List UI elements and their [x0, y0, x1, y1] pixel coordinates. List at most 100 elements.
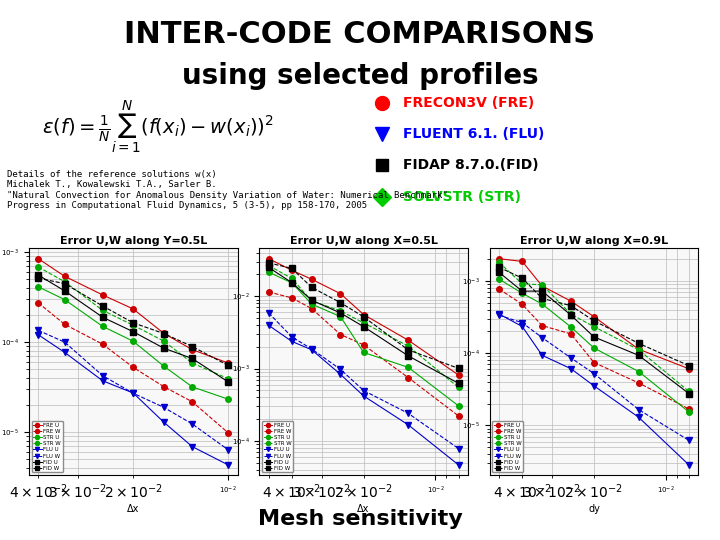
Line: FID W: FID W — [496, 265, 692, 368]
FID U — [634, 352, 643, 359]
FRE W — [538, 322, 546, 329]
FID U — [538, 288, 546, 294]
FRE W — [454, 413, 463, 419]
FRE W — [99, 341, 107, 347]
FRE U — [99, 292, 107, 298]
FLU U — [159, 419, 168, 426]
Text: SOLVSTR (STR): SOLVSTR (STR) — [403, 190, 521, 204]
FID W — [60, 280, 69, 287]
FLU U — [224, 462, 233, 468]
FID U — [495, 269, 503, 275]
FRE U — [404, 337, 413, 343]
STR U — [404, 364, 413, 370]
FLU W — [34, 327, 42, 334]
FID U — [404, 353, 413, 359]
FRE U — [359, 311, 368, 318]
FID U — [567, 312, 575, 318]
FID U — [159, 345, 168, 352]
STR W — [359, 320, 368, 326]
FLU W — [495, 312, 503, 319]
Text: FRECON3V (FRE): FRECON3V (FRE) — [403, 96, 534, 110]
Text: $\varepsilon(f)=\frac{1}{N}\sum_{i=1}^{N}\left(f(x_i)-w(x_i)\right)^2$: $\varepsilon(f)=\frac{1}{N}\sum_{i=1}^{N… — [42, 98, 274, 156]
FLU W — [336, 366, 345, 373]
Line: FID W: FID W — [266, 260, 462, 371]
Line: FRE W: FRE W — [35, 300, 231, 436]
STR U — [307, 301, 316, 307]
Line: FID U: FID U — [35, 272, 231, 384]
X-axis label: Δx: Δx — [127, 504, 140, 514]
FRE U — [454, 372, 463, 379]
FID W — [99, 303, 107, 309]
FRE U — [336, 291, 345, 297]
FID W — [34, 275, 42, 281]
Line: FID W: FID W — [35, 275, 231, 368]
FRE W — [159, 383, 168, 390]
STR U — [518, 290, 526, 296]
Line: STR U: STR U — [266, 269, 462, 409]
STR W — [129, 322, 138, 328]
FLU U — [34, 332, 42, 338]
FID U — [99, 314, 107, 320]
STR U — [34, 284, 42, 290]
FRE U — [60, 273, 69, 280]
Text: Details of the reference solutions w(x)
Michalek T., Kowalewski T.A., Sarler B.
: Details of the reference solutions w(x) … — [7, 170, 448, 210]
FLU W — [567, 355, 575, 361]
STR U — [129, 338, 138, 345]
Line: FRE U: FRE U — [35, 256, 231, 366]
X-axis label: dy: dy — [588, 504, 600, 514]
FLU U — [518, 323, 526, 330]
FID W — [518, 275, 526, 281]
FID U — [454, 380, 463, 387]
Line: FLU W: FLU W — [265, 309, 462, 452]
STR U — [224, 396, 233, 402]
STR U — [538, 301, 546, 307]
FRE U — [518, 258, 526, 265]
FID W — [287, 265, 296, 272]
FLU W — [685, 437, 693, 443]
STR W — [518, 280, 526, 287]
STR W — [264, 262, 273, 269]
FRE U — [590, 314, 598, 320]
FRE U — [567, 298, 575, 305]
FRE U — [34, 255, 42, 262]
FRE U — [188, 346, 197, 353]
FRE W — [287, 295, 296, 301]
STR W — [159, 338, 168, 345]
FRE U — [538, 283, 546, 289]
FLU U — [287, 338, 296, 345]
FLU W — [224, 447, 233, 453]
STR U — [590, 345, 598, 351]
FLU W — [159, 404, 168, 410]
FID U — [264, 264, 273, 271]
FLU W — [590, 370, 598, 377]
FLU W — [287, 334, 296, 340]
STR W — [495, 259, 503, 266]
FRE W — [34, 300, 42, 306]
FLU U — [634, 414, 643, 421]
FID W — [264, 260, 273, 266]
FLU U — [188, 443, 197, 450]
FRE U — [224, 360, 233, 366]
FLU U — [495, 311, 503, 318]
FRE U — [634, 346, 643, 353]
Line: STR W: STR W — [35, 264, 231, 381]
FLU U — [60, 349, 69, 356]
STR W — [336, 308, 345, 314]
FLU W — [634, 406, 643, 413]
FRE W — [634, 380, 643, 386]
FID U — [336, 310, 345, 316]
Text: INTER-CODE COMPARISONS: INTER-CODE COMPARISONS — [125, 19, 595, 49]
STR W — [34, 264, 42, 270]
Legend: FRE U, FRE W, STR U, STR W, FLU U, FLU W, FID U, FID W: FRE U, FRE W, STR U, STR W, FLU U, FLU W… — [262, 421, 293, 472]
STR U — [60, 296, 69, 303]
FRE W — [264, 289, 273, 295]
STR W — [60, 279, 69, 285]
FID W — [336, 300, 345, 306]
FID U — [518, 288, 526, 294]
Text: using selected profiles: using selected profiles — [181, 62, 539, 90]
FID U — [188, 355, 197, 362]
FRE W — [567, 330, 575, 337]
FRE W — [404, 374, 413, 381]
Line: STR W: STR W — [496, 260, 692, 394]
STR W — [685, 388, 693, 395]
